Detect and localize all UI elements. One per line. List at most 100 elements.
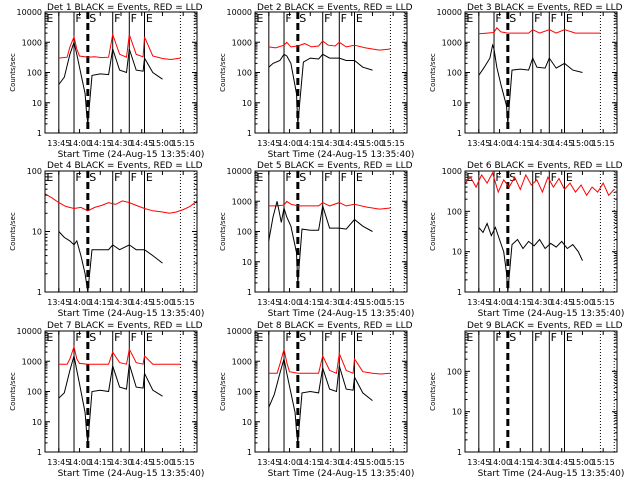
- x-tick-label: 15:00: [151, 298, 174, 307]
- y-tick-label: 10: [242, 99, 252, 108]
- y-tick-label: 1: [247, 129, 252, 138]
- plot-frame: [44, 170, 198, 293]
- chart-title: Det 9 BLACK = Events, RED = LLD: [467, 321, 623, 331]
- segment-label: F: [75, 12, 81, 25]
- y-tick-label: 1000: [442, 167, 462, 176]
- x-tick-label: 13:45: [257, 298, 280, 307]
- segment-label: F: [131, 12, 137, 25]
- y-tick-label: 100: [27, 69, 42, 78]
- segment-label: E: [146, 331, 153, 344]
- x-tick-label: 14:00: [278, 458, 301, 467]
- x-axis-label: Start Time (24-Aug-15 13:35:40): [268, 150, 415, 160]
- segment-label: S: [509, 171, 516, 184]
- x-tick-label: 14:45: [550, 298, 573, 307]
- y-axis-label: Counts/sec: [429, 372, 437, 411]
- x-tick-label: 14:30: [109, 458, 132, 467]
- x-axis-label: Start Time (24-Aug-15 13:35:40): [58, 469, 205, 479]
- y-tick-label: 100: [447, 69, 462, 78]
- segment-label: S: [299, 12, 306, 25]
- y-tick-label: 1: [247, 448, 252, 457]
- x-tick-label: 14:00: [278, 139, 301, 148]
- segment-label: F: [324, 331, 330, 344]
- y-axis-label: Counts/sec: [9, 372, 17, 411]
- segment-label: F: [324, 171, 330, 184]
- plot-frame: [464, 330, 618, 453]
- segment-label: F: [324, 12, 330, 25]
- x-axis-label: Start Time (24-Aug-15 13:35:40): [268, 469, 415, 479]
- segment-label: E: [566, 171, 573, 184]
- x-tick-label: 14:15: [299, 298, 322, 307]
- segment-label: S: [509, 331, 516, 344]
- panel-5: E F S F F E13:4514:0014:1514:3014:4515:0015:1…: [219, 161, 414, 319]
- x-tick-label: 13:45: [47, 458, 70, 467]
- y-axis-label: Counts/sec: [9, 53, 17, 92]
- lld-series-line: [45, 193, 197, 214]
- segment-label: F: [341, 331, 347, 344]
- lld-series-line: [478, 26, 601, 35]
- plot-frame: [464, 11, 618, 134]
- y-tick-label: 10000: [17, 8, 42, 17]
- lld-series-line: [58, 32, 181, 61]
- lld-series-line: [268, 200, 391, 210]
- x-tick-label: 14:30: [319, 458, 342, 467]
- segment-label: F: [551, 331, 557, 344]
- lld-series-line: [465, 171, 615, 197]
- segment-label: E: [566, 331, 573, 344]
- x-tick-label: 15:00: [151, 139, 174, 148]
- segment-label: E: [566, 12, 573, 25]
- x-tick-label: 14:45: [550, 139, 573, 148]
- segment-label: E: [46, 12, 53, 25]
- chart-title: Det 6 BLACK = Events, RED = LLD: [467, 161, 623, 171]
- y-tick-label: 1: [37, 129, 42, 138]
- y-tick-label: 1: [457, 129, 462, 138]
- segment-label: F: [285, 331, 291, 344]
- segment-label: F: [551, 171, 557, 184]
- y-tick-label: 10: [32, 99, 42, 108]
- segment-label: E: [356, 12, 363, 25]
- chart-title: Det 4 BLACK = Events, RED = LLD: [47, 161, 203, 171]
- x-tick-label: 15:15: [382, 298, 405, 307]
- y-axis-label: Counts/sec: [429, 212, 437, 251]
- y-tick-label: 100: [447, 207, 462, 216]
- chart-title: Det 1 BLACK = Events, RED = LLD: [47, 3, 203, 13]
- x-tick-label: 15:15: [172, 298, 195, 307]
- segment-label: F: [131, 331, 137, 344]
- segment-label: S: [89, 12, 96, 25]
- y-tick-label: 10000: [437, 8, 462, 17]
- x-tick-label: 14:15: [509, 458, 532, 467]
- lld-series-line: [268, 349, 391, 375]
- x-tick-label: 14:30: [529, 298, 552, 307]
- x-tick-label: 13:45: [467, 458, 490, 467]
- x-axis-label: Start Time (24-Aug-15 13:35:40): [478, 309, 625, 319]
- x-tick-label: 13:45: [47, 298, 70, 307]
- x-tick-label: 14:30: [109, 139, 132, 148]
- plot-frame: [254, 11, 408, 134]
- x-tick-label: 14:00: [488, 298, 511, 307]
- y-tick-label: 10: [242, 258, 252, 267]
- x-tick-label: 14:00: [488, 458, 511, 467]
- segment-label: F: [495, 171, 501, 184]
- segment-label: E: [356, 171, 363, 184]
- x-tick-label: 15:15: [172, 139, 195, 148]
- lld-series-line: [268, 40, 391, 51]
- y-tick-label: 10: [452, 99, 462, 108]
- x-tick-label: 14:00: [278, 298, 301, 307]
- panel-2: E F S F F E13:4514:0014:1514:3014:4515:0015:1…: [219, 3, 414, 160]
- segment-label: F: [534, 331, 540, 344]
- x-tick-label: 15:15: [592, 139, 615, 148]
- segment-label: F: [551, 12, 557, 25]
- x-tick-label: 14:15: [509, 139, 532, 148]
- plot-frame: [44, 330, 198, 453]
- y-axis-label: Counts/sec: [219, 212, 227, 251]
- x-tick-label: 14:30: [529, 458, 552, 467]
- segment-label: E: [256, 331, 263, 344]
- segment-label: E: [466, 331, 473, 344]
- segment-label: E: [256, 12, 263, 25]
- y-tick-label: 1000: [232, 197, 252, 206]
- y-tick-label: 100: [27, 388, 42, 397]
- segment-label: F: [114, 171, 120, 184]
- segment-label: S: [89, 331, 96, 344]
- x-tick-label: 13:45: [257, 458, 280, 467]
- x-tick-label: 14:45: [130, 298, 153, 307]
- plot-frame: [44, 11, 198, 134]
